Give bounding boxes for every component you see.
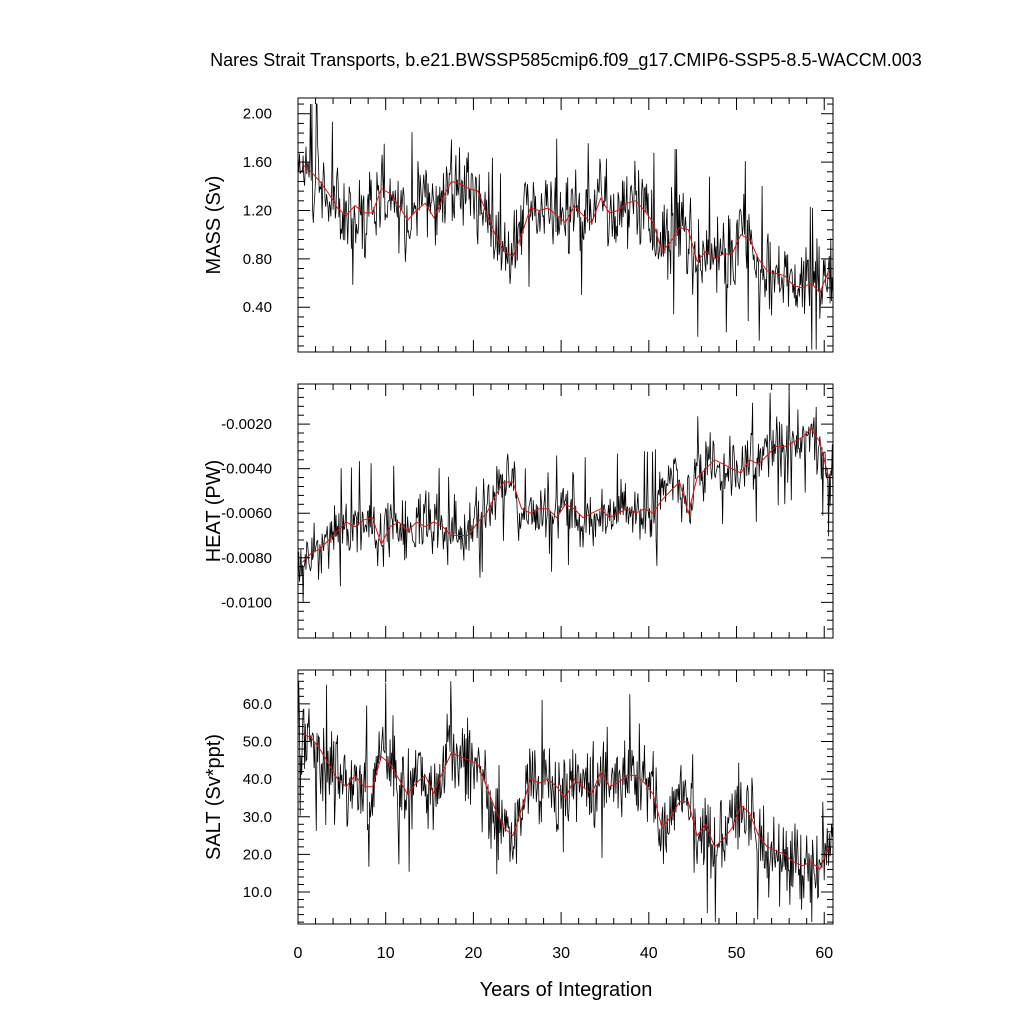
x-tick-label: 60 [815, 945, 833, 962]
y-axis-label: HEAT (PW) [203, 460, 225, 563]
y-tick-label: 0.40 [243, 299, 272, 316]
monthly-series-line [298, 681, 833, 923]
y-tick-label: -0.0020 [221, 416, 272, 433]
x-tick-label: 0 [294, 945, 303, 962]
y-tick-label: 30.0 [243, 809, 272, 826]
x-tick-label: 30 [552, 945, 570, 962]
y-tick-label: 0.80 [243, 251, 272, 268]
y-tick-label: -0.0040 [221, 461, 272, 478]
chart-title: Nares Strait Transports, b.e21.BWSSP585c… [210, 50, 922, 71]
y-tick-label: 10.0 [243, 884, 272, 901]
x-axis-label: Years of Integration [480, 979, 653, 1001]
plot-frame [297, 383, 834, 639]
x-tick-label: 40 [640, 945, 658, 962]
plot-frame [297, 97, 834, 353]
plot-frame [297, 669, 834, 925]
annual-mean-series-line [302, 427, 830, 563]
x-tick-label: 50 [728, 945, 746, 962]
annual-mean-series-line [302, 733, 830, 871]
y-tick-label: -0.0100 [221, 594, 272, 611]
y-axis-label: MASS (Sv) [203, 176, 225, 275]
y-tick-label: -0.0060 [221, 505, 272, 522]
x-tick-label: 10 [377, 945, 395, 962]
y-tick-label: 50.0 [243, 733, 272, 750]
y-axis-label: SALT (Sv*ppt) [203, 734, 225, 860]
monthly-series-line [298, 103, 833, 350]
chart-panel-3: 10.0 20.0 30.0 40.0 50.0 60.0 0 10 20 30 40 50 60 SAL… [203, 669, 834, 962]
chart-panel-1: 0.40 0.80 1.20 1.60 2.00 MASS (Sv) [203, 97, 834, 353]
y-tick-label: -0.0080 [221, 550, 272, 567]
x-tick-label: 20 [465, 945, 483, 962]
annual-mean-series-line [302, 164, 830, 294]
chart-panel-2: -0.0100 -0.0080 -0.0060 -0.0040 -0.0020 HEAT … [203, 383, 834, 639]
y-tick-label: 1.20 [243, 202, 272, 219]
monthly-series-line [298, 388, 833, 603]
y-tick-label: 60.0 [243, 696, 272, 713]
y-tick-label: 1.60 [243, 154, 272, 171]
y-tick-label: 40.0 [243, 771, 272, 788]
y-tick-label: 2.00 [243, 106, 272, 123]
y-tick-label: 20.0 [243, 846, 272, 863]
